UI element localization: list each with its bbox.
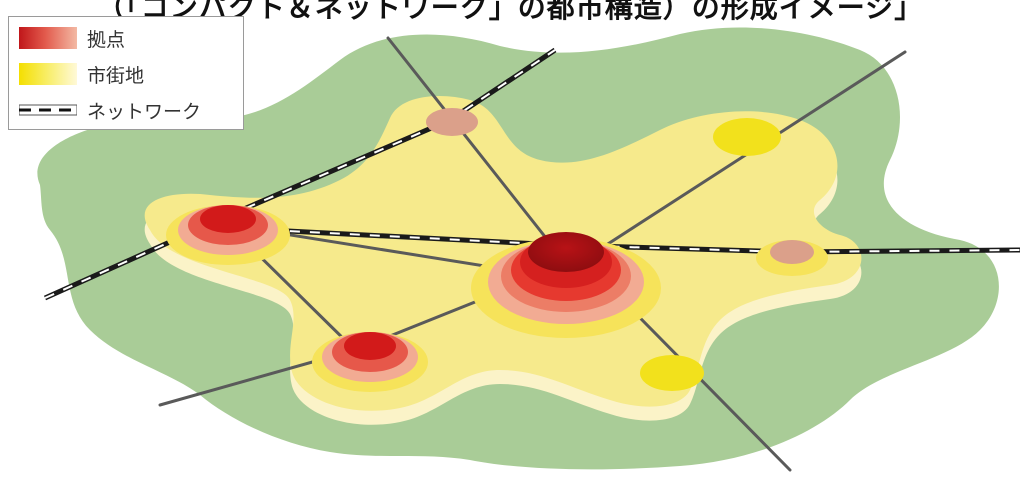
west-hub bbox=[166, 205, 290, 265]
legend-item-urban-area: 市街地 bbox=[19, 61, 144, 87]
north-small-hub bbox=[426, 108, 478, 136]
legend: 拠点 市街地 ネットワーク bbox=[8, 16, 244, 130]
southeast-town-center bbox=[640, 355, 704, 391]
network-line-swatch-icon bbox=[19, 104, 77, 116]
central-hub bbox=[471, 232, 661, 338]
southwest-hub bbox=[312, 332, 428, 392]
east-small-hub-core bbox=[770, 240, 814, 264]
legend-item-network: ネットワーク bbox=[19, 97, 201, 123]
railway-network bbox=[43, 47, 1020, 301]
road-north bbox=[386, 36, 567, 264]
legend-item-hub: 拠点 bbox=[19, 25, 125, 51]
hub-swatch-icon bbox=[19, 27, 77, 49]
urban-area-swatch-icon bbox=[19, 63, 77, 85]
northeast-town-center bbox=[713, 118, 781, 156]
road-northeast bbox=[578, 50, 907, 264]
